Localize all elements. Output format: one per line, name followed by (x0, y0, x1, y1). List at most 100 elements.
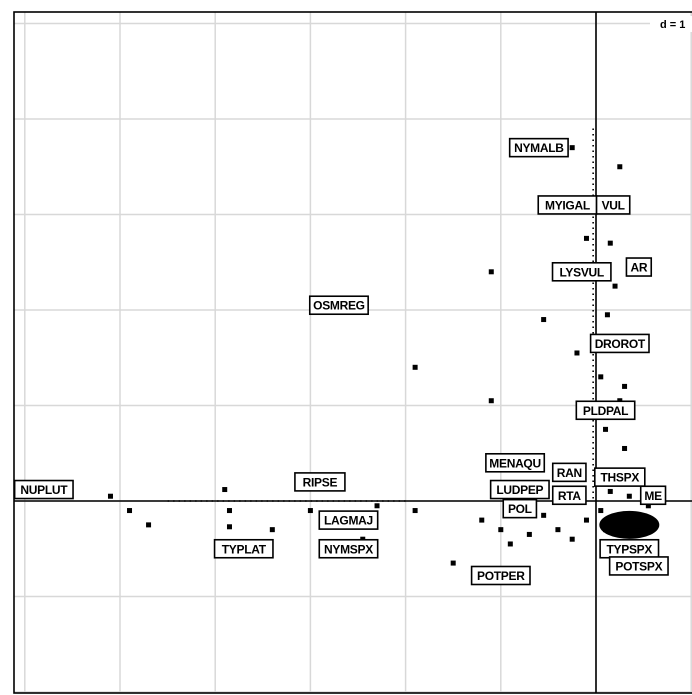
plot-frame (13, 11, 692, 694)
data-point (598, 374, 604, 380)
data-point (307, 508, 313, 514)
label-box (308, 295, 369, 316)
species-label: RIPSE (294, 472, 346, 492)
label-box (470, 565, 531, 586)
label-text: POTSPX (615, 559, 662, 573)
species-label: PLDPAL (575, 400, 636, 421)
label-box (551, 485, 587, 506)
scale-label: d = 1 (660, 19, 685, 31)
species-label: RTA (551, 485, 587, 506)
data-point (617, 164, 623, 170)
data-point (607, 488, 613, 494)
species-label: NYMALB (508, 137, 569, 158)
label-box (639, 485, 667, 506)
data-point (269, 527, 275, 533)
data-point (541, 317, 547, 323)
label-box (551, 261, 612, 282)
label-text: TYPLAT (222, 542, 267, 556)
label-text: RTA (558, 489, 582, 503)
label-text: LUDPEP (496, 483, 543, 497)
data-point (526, 531, 532, 537)
label-text: THSPX (601, 471, 640, 485)
label-text: TYPSPX (607, 542, 653, 556)
data-point (583, 517, 589, 523)
label-box (489, 479, 550, 500)
data-point (622, 383, 628, 389)
data-point (622, 445, 628, 451)
label-box (625, 257, 653, 277)
label-box (608, 556, 669, 576)
species-label: LYSVUL (551, 261, 612, 282)
label-box (575, 400, 636, 421)
data-point (127, 508, 133, 514)
label-text: NUPLUT (20, 483, 68, 497)
species-label: ME (639, 485, 667, 506)
data-point (612, 283, 618, 289)
data-point (412, 508, 418, 514)
label-text: DROROT (595, 337, 646, 351)
species-label: DROROT (589, 333, 650, 354)
species-label: NUPLUT (13, 479, 74, 500)
data-point (374, 503, 380, 509)
species-label: POL (502, 498, 538, 519)
label-box (593, 467, 646, 487)
data-point (541, 512, 547, 518)
species-label: POTPER (470, 565, 531, 586)
data-point (598, 508, 604, 514)
data-point (146, 522, 152, 528)
data-point (626, 493, 632, 499)
label-box (213, 538, 274, 559)
label-text: OSMREG (313, 299, 365, 313)
species-label: OSMREG (308, 295, 369, 316)
data-point (604, 312, 610, 318)
data-point (450, 560, 456, 566)
data-point (603, 426, 609, 432)
data-point (498, 527, 504, 533)
label-box (294, 472, 346, 492)
species-label: NYMSPX (318, 538, 379, 559)
scale-legend: d = 1 (650, 16, 692, 32)
label-box (485, 452, 546, 473)
data-point (412, 364, 418, 370)
label-text: AR (630, 261, 647, 275)
species-label: RAN (551, 462, 587, 483)
species-label: VUL (595, 195, 631, 215)
data-point (488, 398, 494, 404)
label-text: RAN (557, 466, 582, 480)
label-box (318, 538, 379, 559)
label-text: MENAQU (489, 456, 541, 470)
species-labels: NYMALB MYIGAL VUL LYSVUL AR OSMREG DROROT PLDPA… (13, 137, 669, 586)
species-label: THSPX (593, 467, 646, 487)
label-box (318, 510, 379, 530)
data-point (574, 350, 580, 356)
species-label: MENAQU (485, 452, 546, 473)
species-label: TYPLAT (213, 538, 274, 559)
label-text: POL (508, 502, 532, 516)
label-text: NYMSPX (324, 542, 373, 556)
data-point (607, 240, 613, 246)
label-box (595, 195, 631, 215)
dense-point-cluster (599, 510, 660, 539)
label-box (508, 137, 569, 158)
data-point (107, 493, 113, 499)
data-point (488, 269, 494, 275)
label-text: MYIGAL (545, 198, 590, 212)
data-point (569, 536, 575, 542)
species-label: POTSPX (608, 556, 669, 576)
data-point (583, 235, 589, 241)
label-box (502, 498, 538, 519)
label-text: ME (644, 489, 662, 503)
label-text: LYSVUL (560, 265, 604, 279)
data-point (479, 517, 485, 523)
species-label: MYIGAL (537, 195, 598, 215)
data-point (507, 541, 513, 547)
species-label: TYPSPX (599, 538, 660, 559)
data-point (226, 508, 232, 514)
label-box (589, 333, 650, 354)
label-text: NYMALB (514, 141, 564, 155)
label-text: PLDPAL (583, 404, 628, 418)
data-point (645, 503, 651, 509)
data-point (222, 487, 228, 493)
